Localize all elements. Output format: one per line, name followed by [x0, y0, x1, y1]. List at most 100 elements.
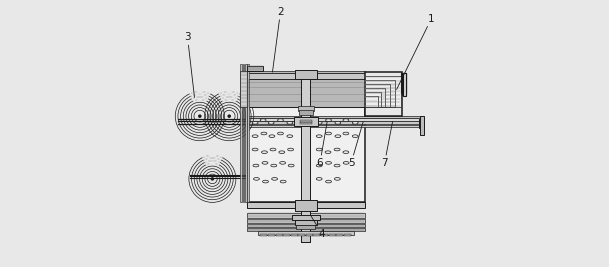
Ellipse shape: [280, 162, 286, 164]
Ellipse shape: [253, 178, 259, 180]
Bar: [365, 72, 402, 116]
Bar: [365, 80, 395, 107]
Bar: [247, 66, 263, 71]
Ellipse shape: [252, 148, 258, 151]
Bar: [301, 73, 311, 242]
Bar: [301, 207, 311, 242]
Bar: [268, 234, 275, 236]
Ellipse shape: [268, 121, 274, 124]
Ellipse shape: [288, 164, 294, 167]
Text: 6: 6: [317, 121, 327, 168]
Bar: [247, 213, 365, 218]
Ellipse shape: [261, 151, 267, 154]
Bar: [336, 234, 343, 236]
Ellipse shape: [253, 164, 259, 167]
Bar: [295, 220, 317, 225]
Ellipse shape: [352, 121, 358, 124]
Ellipse shape: [335, 135, 341, 138]
Ellipse shape: [352, 135, 358, 138]
Bar: [247, 224, 365, 227]
Bar: [365, 76, 401, 107]
Bar: [306, 234, 313, 236]
Bar: [298, 106, 314, 111]
Ellipse shape: [316, 164, 322, 167]
Ellipse shape: [334, 178, 340, 180]
Ellipse shape: [269, 135, 275, 138]
Bar: [247, 71, 365, 73]
Bar: [283, 234, 290, 236]
Bar: [314, 234, 320, 236]
Bar: [343, 234, 351, 236]
Bar: [292, 215, 320, 220]
Bar: [247, 64, 248, 202]
Bar: [365, 84, 390, 107]
Ellipse shape: [326, 162, 331, 164]
Ellipse shape: [326, 180, 331, 183]
Circle shape: [199, 115, 201, 117]
Bar: [300, 122, 312, 124]
Ellipse shape: [278, 119, 283, 121]
Bar: [300, 120, 312, 122]
Bar: [419, 119, 424, 128]
Text: 4: 4: [311, 216, 325, 239]
Bar: [261, 234, 267, 236]
Bar: [247, 219, 365, 223]
Bar: [247, 77, 365, 202]
Bar: [365, 88, 385, 107]
Ellipse shape: [334, 164, 340, 167]
Ellipse shape: [326, 132, 331, 135]
Ellipse shape: [270, 148, 276, 151]
Ellipse shape: [343, 151, 349, 154]
Ellipse shape: [261, 132, 267, 135]
Ellipse shape: [272, 178, 278, 180]
Text: 3: 3: [185, 32, 194, 97]
Bar: [258, 231, 354, 235]
Bar: [247, 121, 421, 124]
Bar: [365, 96, 378, 107]
Text: 7: 7: [381, 121, 393, 168]
Bar: [365, 92, 381, 107]
Ellipse shape: [287, 135, 293, 138]
Bar: [290, 234, 298, 236]
Ellipse shape: [343, 119, 349, 121]
Bar: [242, 64, 244, 202]
Ellipse shape: [287, 148, 294, 151]
Bar: [299, 110, 312, 115]
Bar: [247, 73, 365, 79]
Ellipse shape: [335, 121, 341, 124]
Bar: [245, 64, 247, 202]
Bar: [295, 200, 317, 211]
Ellipse shape: [343, 132, 349, 135]
Bar: [247, 116, 421, 118]
Ellipse shape: [252, 135, 258, 138]
Ellipse shape: [252, 121, 258, 124]
Ellipse shape: [262, 162, 268, 164]
Bar: [241, 64, 242, 202]
Ellipse shape: [334, 148, 340, 151]
Bar: [420, 116, 424, 135]
Circle shape: [211, 178, 213, 180]
Bar: [403, 73, 406, 96]
Bar: [294, 117, 318, 126]
Ellipse shape: [271, 164, 276, 167]
Ellipse shape: [316, 178, 322, 180]
Text: 1: 1: [396, 14, 435, 89]
Bar: [328, 234, 336, 236]
Bar: [247, 228, 365, 231]
Bar: [321, 234, 328, 236]
Bar: [247, 125, 421, 127]
Bar: [295, 70, 317, 79]
Bar: [402, 73, 406, 95]
Ellipse shape: [316, 135, 322, 138]
Bar: [247, 79, 365, 107]
Circle shape: [228, 115, 230, 117]
Ellipse shape: [316, 148, 322, 151]
Bar: [247, 118, 421, 121]
Bar: [276, 234, 283, 236]
Ellipse shape: [262, 180, 269, 183]
Bar: [241, 71, 247, 107]
Ellipse shape: [326, 119, 331, 121]
Ellipse shape: [343, 162, 349, 164]
Ellipse shape: [260, 119, 266, 121]
Bar: [247, 202, 365, 208]
